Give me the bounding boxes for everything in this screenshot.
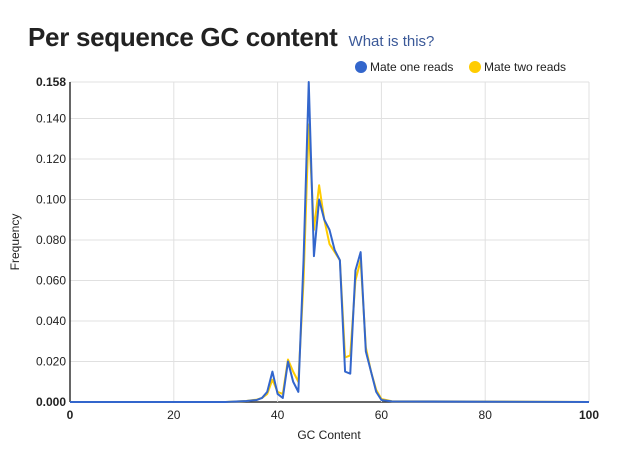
legend: Mate one reads Mate two reads xyxy=(355,60,566,74)
help-link[interactable]: What is this? xyxy=(348,33,435,50)
y-tick-label: 0.020 xyxy=(36,354,66,368)
y-tick-label: 0.080 xyxy=(36,233,66,247)
x-tick-label: 80 xyxy=(479,408,493,422)
series-line-2 xyxy=(70,123,590,403)
legend-item-1[interactable]: Mate one reads xyxy=(355,60,453,74)
y-tick-label: 0.100 xyxy=(36,192,66,206)
y-tick-label: 0.158 xyxy=(36,75,66,89)
legend-label-2: Mate two reads xyxy=(484,60,566,74)
tick-labels: 0.000 0.020 0.040 0.060 0.080 0.100 0.120 0.140… xyxy=(36,75,599,422)
y-axis-title: Frequency xyxy=(8,214,22,271)
page-title: Per sequence GC content xyxy=(28,22,338,52)
x-tick-label: 0 xyxy=(67,408,74,422)
chart-header: Per sequence GC content What is this? xyxy=(28,22,434,53)
legend-marker-1 xyxy=(355,61,367,73)
y-tick-label: 0.120 xyxy=(36,152,66,166)
series-lines xyxy=(70,81,590,403)
x-axis-title: GC Content xyxy=(297,428,361,442)
y-tick-label: 0.140 xyxy=(36,111,66,125)
x-tick-label: 40 xyxy=(271,408,285,422)
x-tick-label: 20 xyxy=(167,408,181,422)
legend-item-2[interactable]: Mate two reads xyxy=(469,60,566,74)
x-tick-label: 100 xyxy=(579,408,599,422)
x-tick-label: 60 xyxy=(375,408,389,422)
y-tick-label: 0.060 xyxy=(36,273,66,287)
series-line-1 xyxy=(70,81,590,403)
legend-label-1: Mate one reads xyxy=(370,60,453,74)
legend-marker-2 xyxy=(469,61,481,73)
y-tick-label: 0.000 xyxy=(36,395,66,409)
y-tick-label: 0.040 xyxy=(36,314,66,328)
